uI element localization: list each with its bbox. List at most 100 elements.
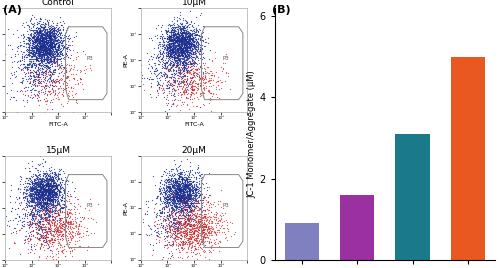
Point [170, 195, 178, 199]
Point [54, 189, 62, 193]
Point [180, 54, 188, 58]
Point [44, 60, 52, 65]
Point [172, 233, 180, 238]
Point [42, 200, 50, 204]
Point [180, 196, 188, 200]
Point [44, 187, 52, 191]
Point [47, 198, 55, 203]
Point [44, 33, 52, 37]
Point [54, 174, 62, 178]
Point [50, 182, 58, 186]
Point [29, 210, 37, 215]
Point [44, 245, 52, 250]
Point [46, 181, 54, 185]
Point [56, 70, 64, 74]
Point [170, 32, 177, 36]
Point [20, 196, 28, 200]
Point [60, 171, 68, 175]
Point [70, 35, 78, 39]
Point [182, 240, 190, 244]
Point [176, 70, 184, 74]
Point [62, 204, 70, 209]
Point [184, 172, 192, 176]
Point [50, 90, 58, 94]
Point [44, 46, 52, 50]
Point [183, 47, 191, 51]
Point [180, 224, 188, 228]
Point [173, 31, 181, 35]
Point [170, 54, 178, 58]
Point [199, 216, 207, 220]
Point [167, 61, 175, 65]
Point [30, 187, 38, 191]
Point [39, 205, 47, 210]
Point [166, 54, 174, 58]
Point [54, 192, 62, 196]
Point [204, 228, 212, 232]
Point [55, 40, 63, 44]
Point [56, 176, 64, 180]
Point [196, 222, 204, 226]
Point [40, 46, 48, 50]
Point [177, 22, 185, 26]
Point [168, 205, 176, 210]
Point [190, 111, 198, 115]
Point [172, 202, 179, 206]
Point [31, 38, 39, 42]
Point [184, 183, 192, 187]
Point [33, 53, 41, 57]
Point [178, 184, 186, 189]
Point [24, 194, 32, 199]
Point [172, 29, 179, 33]
Point [198, 172, 206, 176]
Point [53, 32, 61, 37]
Point [24, 24, 32, 28]
Point [170, 186, 178, 191]
Point [180, 38, 188, 43]
Point [56, 53, 64, 58]
Point [37, 77, 45, 81]
Point [198, 47, 205, 52]
Point [52, 192, 60, 196]
Point [34, 47, 42, 51]
Point [38, 209, 46, 213]
Point [166, 201, 173, 206]
Point [184, 68, 192, 73]
Point [164, 46, 172, 50]
Point [28, 70, 36, 74]
Point [40, 49, 48, 53]
Point [176, 223, 184, 227]
Point [34, 37, 42, 42]
Point [191, 81, 199, 85]
Point [46, 53, 54, 57]
Point [160, 34, 168, 38]
Point [175, 181, 183, 185]
Point [189, 79, 197, 83]
Point [174, 30, 182, 34]
Point [172, 59, 180, 64]
Point [60, 234, 68, 238]
Point [163, 52, 171, 56]
Point [148, 198, 156, 202]
Point [42, 44, 50, 49]
Point [44, 56, 52, 60]
Point [178, 194, 186, 199]
Point [21, 213, 29, 218]
Point [189, 31, 197, 35]
Point [56, 57, 64, 61]
Point [180, 69, 188, 73]
Point [178, 193, 186, 198]
Point [54, 194, 62, 198]
Point [194, 62, 202, 66]
Point [180, 59, 188, 64]
Point [185, 219, 193, 224]
Point [168, 86, 176, 90]
Point [52, 36, 60, 40]
Point [42, 24, 50, 28]
Point [174, 220, 182, 224]
Point [31, 192, 39, 196]
Point [48, 189, 56, 193]
Point [188, 56, 196, 60]
Point [51, 172, 59, 177]
Point [45, 42, 53, 46]
